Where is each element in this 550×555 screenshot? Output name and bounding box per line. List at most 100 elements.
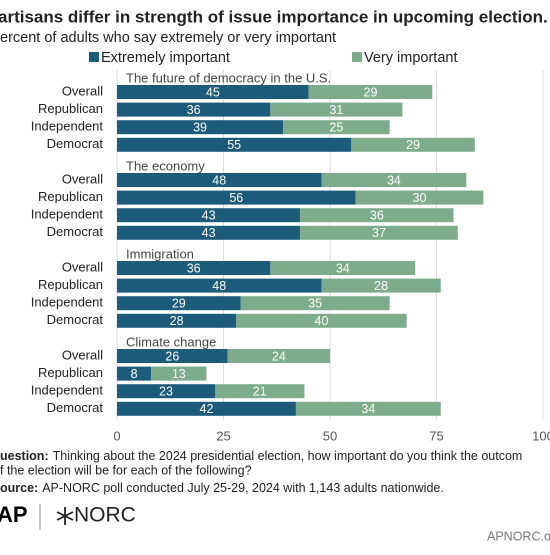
value-label: 34	[336, 261, 350, 275]
bar-segment	[295, 401, 441, 416]
chart-title: artisans differ in strength of issue imp…	[0, 7, 548, 26]
bar-segment	[355, 190, 484, 205]
value-label: 31	[329, 103, 343, 117]
category-label: Republican	[38, 101, 103, 116]
bar-segment	[117, 208, 301, 223]
value-label: 21	[253, 384, 267, 398]
category-label: Democrat	[47, 400, 104, 415]
x-tick-label: 50	[323, 428, 337, 443]
category-label: Independent	[31, 383, 104, 398]
bar-segment	[240, 296, 390, 311]
footer-question-2: f the election will be for each of the f…	[0, 463, 252, 477]
category-label: Independent	[31, 295, 104, 310]
bar-segment	[214, 384, 305, 399]
category-label: Independent	[31, 119, 104, 134]
value-label: 24	[272, 349, 286, 363]
value-label: 43	[202, 226, 216, 240]
value-label: 37	[372, 226, 386, 240]
question-text: Thinking about the 2024 presidential ele…	[53, 449, 523, 463]
bar-segment	[117, 401, 296, 416]
value-label: 13	[172, 367, 186, 381]
value-label: 48	[212, 173, 226, 187]
bar-segment	[321, 278, 441, 293]
value-label: 45	[206, 85, 220, 99]
legend-label: Extremely important	[101, 50, 230, 66]
bar-segment	[117, 120, 284, 135]
panel-title: Immigration	[126, 246, 194, 261]
legend-label: Very important	[364, 50, 458, 66]
value-label: 56	[229, 191, 243, 205]
value-label: 29	[364, 85, 378, 99]
value-label: 8	[131, 367, 138, 381]
bar-segment	[117, 261, 271, 275]
value-label: 26	[165, 349, 179, 363]
panel-title: The future of democracy in the U.S.	[126, 70, 331, 85]
category-label: Democrat	[47, 224, 104, 239]
x-tick-label: 25	[216, 428, 230, 443]
x-tick-label: 100	[532, 428, 550, 443]
bar-segment	[117, 278, 322, 293]
footer-source: ource: AP-NORC poll conducted July 25-29,…	[0, 481, 444, 495]
category-label: Overall	[62, 259, 103, 274]
bar-segment	[151, 366, 207, 381]
x-tick-label: 75	[429, 428, 443, 443]
site-url: APNORC.o	[487, 529, 550, 543]
bar-segment	[117, 102, 271, 117]
value-label: 34	[361, 402, 375, 416]
legend-swatch	[352, 52, 362, 62]
category-label: Democrat	[47, 312, 104, 327]
category-label: Overall	[62, 83, 103, 98]
bar-segment	[236, 313, 407, 328]
bar-segment	[117, 366, 152, 381]
x-tick-label: 0	[113, 428, 120, 443]
ap-logo: AP	[0, 502, 28, 527]
bar-segment	[117, 384, 215, 399]
norc-logo: NORC	[74, 504, 136, 527]
legend-swatch	[89, 52, 99, 62]
bar-segment	[117, 137, 352, 152]
category-label: Democrat	[47, 136, 104, 151]
bar-segment	[117, 313, 237, 328]
value-label: 28	[374, 279, 388, 293]
bar-segment	[270, 102, 403, 117]
value-label: 43	[202, 208, 216, 222]
chart-subtitle: ercent of adults who say extremely or ve…	[0, 30, 336, 46]
source-text: AP-NORC poll conducted July 25-29, 2024 …	[42, 481, 444, 495]
category-label: Republican	[38, 189, 103, 204]
category-label: Independent	[31, 207, 104, 222]
bar-segment	[300, 225, 458, 240]
category-label: Republican	[38, 277, 103, 292]
value-label: 35	[308, 296, 322, 310]
value-label: 36	[370, 208, 384, 222]
bar-segment	[270, 261, 416, 275]
value-label: 29	[172, 296, 186, 310]
bar-segment	[117, 173, 322, 187]
bar-segment	[117, 349, 228, 363]
panel-title: Climate change	[126, 334, 216, 349]
value-label: 25	[329, 120, 343, 134]
value-label: 39	[193, 120, 207, 134]
bar-segment	[117, 85, 309, 99]
value-label: 55	[227, 138, 241, 152]
value-label: 48	[212, 279, 226, 293]
value-label: 40	[315, 314, 329, 328]
bar-segment	[227, 349, 330, 363]
norc-star	[56, 507, 74, 525]
bar-segment	[117, 190, 356, 205]
bar-segment	[283, 120, 390, 135]
value-label: 29	[406, 138, 420, 152]
value-label: 34	[387, 173, 401, 187]
footer-question: uestion: Thinking about the 2024 presiden…	[0, 449, 522, 463]
bar-segment	[117, 225, 301, 240]
category-label: Overall	[62, 171, 103, 186]
value-label: 23	[159, 384, 173, 398]
category-label: Overall	[62, 347, 103, 362]
value-label: 30	[413, 191, 427, 205]
question-label: uestion:	[0, 449, 49, 463]
value-label: 36	[187, 261, 201, 275]
value-label: 36	[187, 103, 201, 117]
source-label: ource:	[0, 481, 38, 495]
bar-segment	[321, 173, 467, 187]
